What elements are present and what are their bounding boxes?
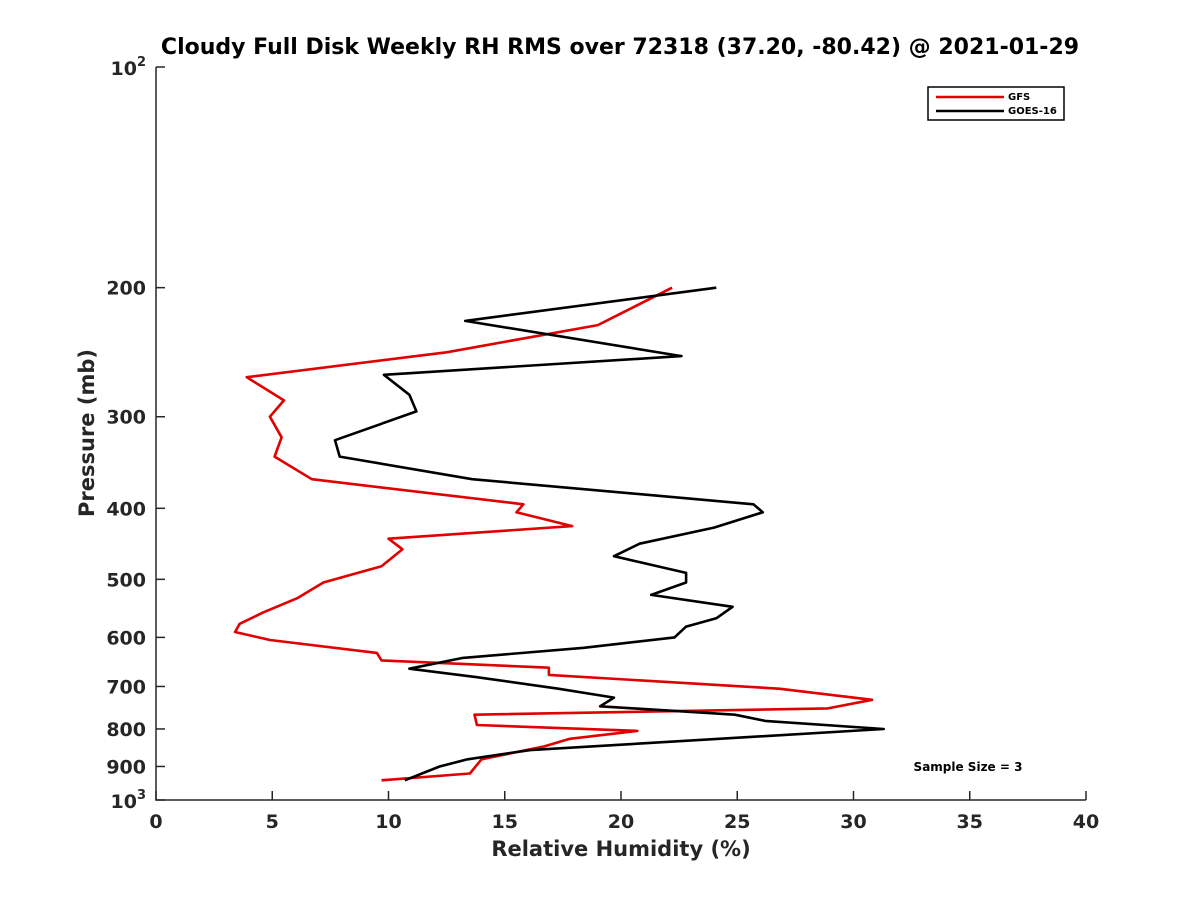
legend-box [927,86,1065,121]
x-tick-label: 20 [608,811,634,833]
y-endpoint-base: 10 [111,58,137,80]
y-tick-label: 900 [106,756,146,778]
x-tick-label: 40 [1073,811,1099,833]
y-tick-label: 200 [106,278,146,300]
y-tick-label: 600 [106,627,146,649]
y-axis-label: Pressure (mb) [75,349,99,517]
x-tick-label: 0 [149,811,162,833]
y-tick-label: 300 [106,407,146,429]
plot-area: 0 5 10 15 20 25 30 35 40 200 300 400 500 600 700 800 90… [106,55,1099,833]
y-endpoint-exponent: 2 [137,55,146,70]
y-tick-label: 800 [106,719,146,741]
y-endpoint-label-bottom: 103 [111,788,147,813]
chart-title: Cloudy Full Disk Weekly RH RMS over 7231… [161,35,1079,60]
legend-label-goes16: GOES-16 [1008,106,1057,117]
x-tick-label: 10 [375,811,401,833]
x-tick-label: 25 [724,811,750,833]
y-endpoint-exponent: 3 [137,788,146,803]
legend-label-gfs: GFS [1008,92,1030,103]
y-tick-label: 500 [106,569,146,591]
series-line-gfs [233,286,874,782]
sample-size-annotation: Sample Size = 3 [914,760,1023,774]
x-tick-label: 5 [266,811,279,833]
x-axis-label: Relative Humidity (%) [491,837,750,861]
x-axis-ticks: 0 5 10 15 20 25 30 35 40 [149,791,1099,833]
series-layer [233,286,886,782]
legend: GFS GOES-16 [927,86,1065,121]
y-tick-label: 700 [106,676,146,698]
x-tick-label: 30 [840,811,866,833]
y-endpoint-label-top: 102 [111,55,147,80]
y-endpoint-base: 10 [111,791,137,813]
series-line-goes16 [333,286,886,782]
x-tick-label: 35 [957,811,983,833]
y-tick-label: 400 [106,498,146,520]
x-tick-label: 15 [492,811,518,833]
